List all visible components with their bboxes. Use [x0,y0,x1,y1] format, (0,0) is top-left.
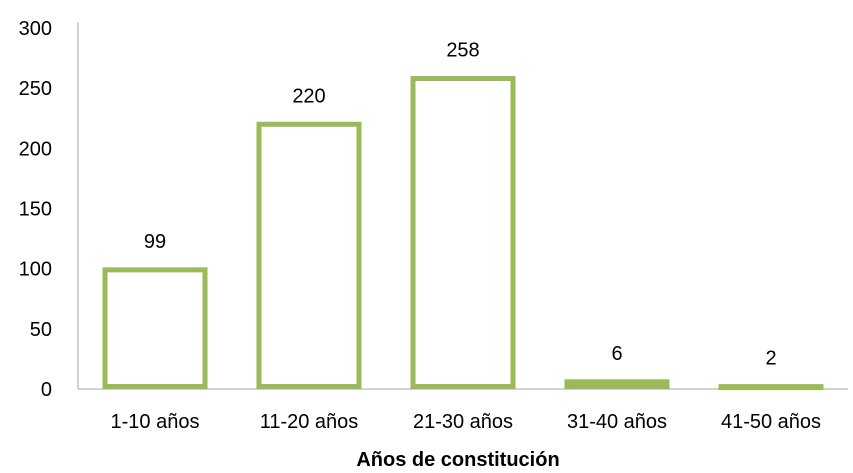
y-tick-label: 300 [19,18,52,40]
y-tick-label: 0 [41,379,52,401]
data-label: 220 [292,85,325,107]
data-label: 99 [144,231,166,253]
y-tick-label: 150 [19,199,52,221]
y-tick-label: 100 [19,259,52,281]
y-axis: 0 50 100 150 200 250 300 [19,18,79,401]
x-tick-label: 41-50 años [721,411,821,433]
x-axis: 1-10 años 11-20 años 21-30 años 31-40 años 4… [78,388,848,433]
y-tick-label: 200 [19,138,52,160]
y-tick-label: 250 [19,78,52,100]
y-tick-label: 50 [30,319,52,341]
x-tick-label: 1-10 años [111,411,200,433]
x-tick-label: 31-40 años [567,411,667,433]
x-axis-title: Años de constitución [356,449,559,471]
data-label: 2 [765,348,776,370]
x-tick-label: 11-20 años [260,411,359,433]
bar [564,379,670,389]
bar [102,267,208,389]
x-tick-label: 21-30 años [413,411,513,433]
bar [718,384,824,391]
bar [410,76,516,389]
data-label: 6 [611,343,622,365]
bar [256,121,362,390]
data-label: 258 [446,40,479,62]
bars [102,76,824,391]
data-labels: 99 220 258 6 2 [144,40,777,370]
